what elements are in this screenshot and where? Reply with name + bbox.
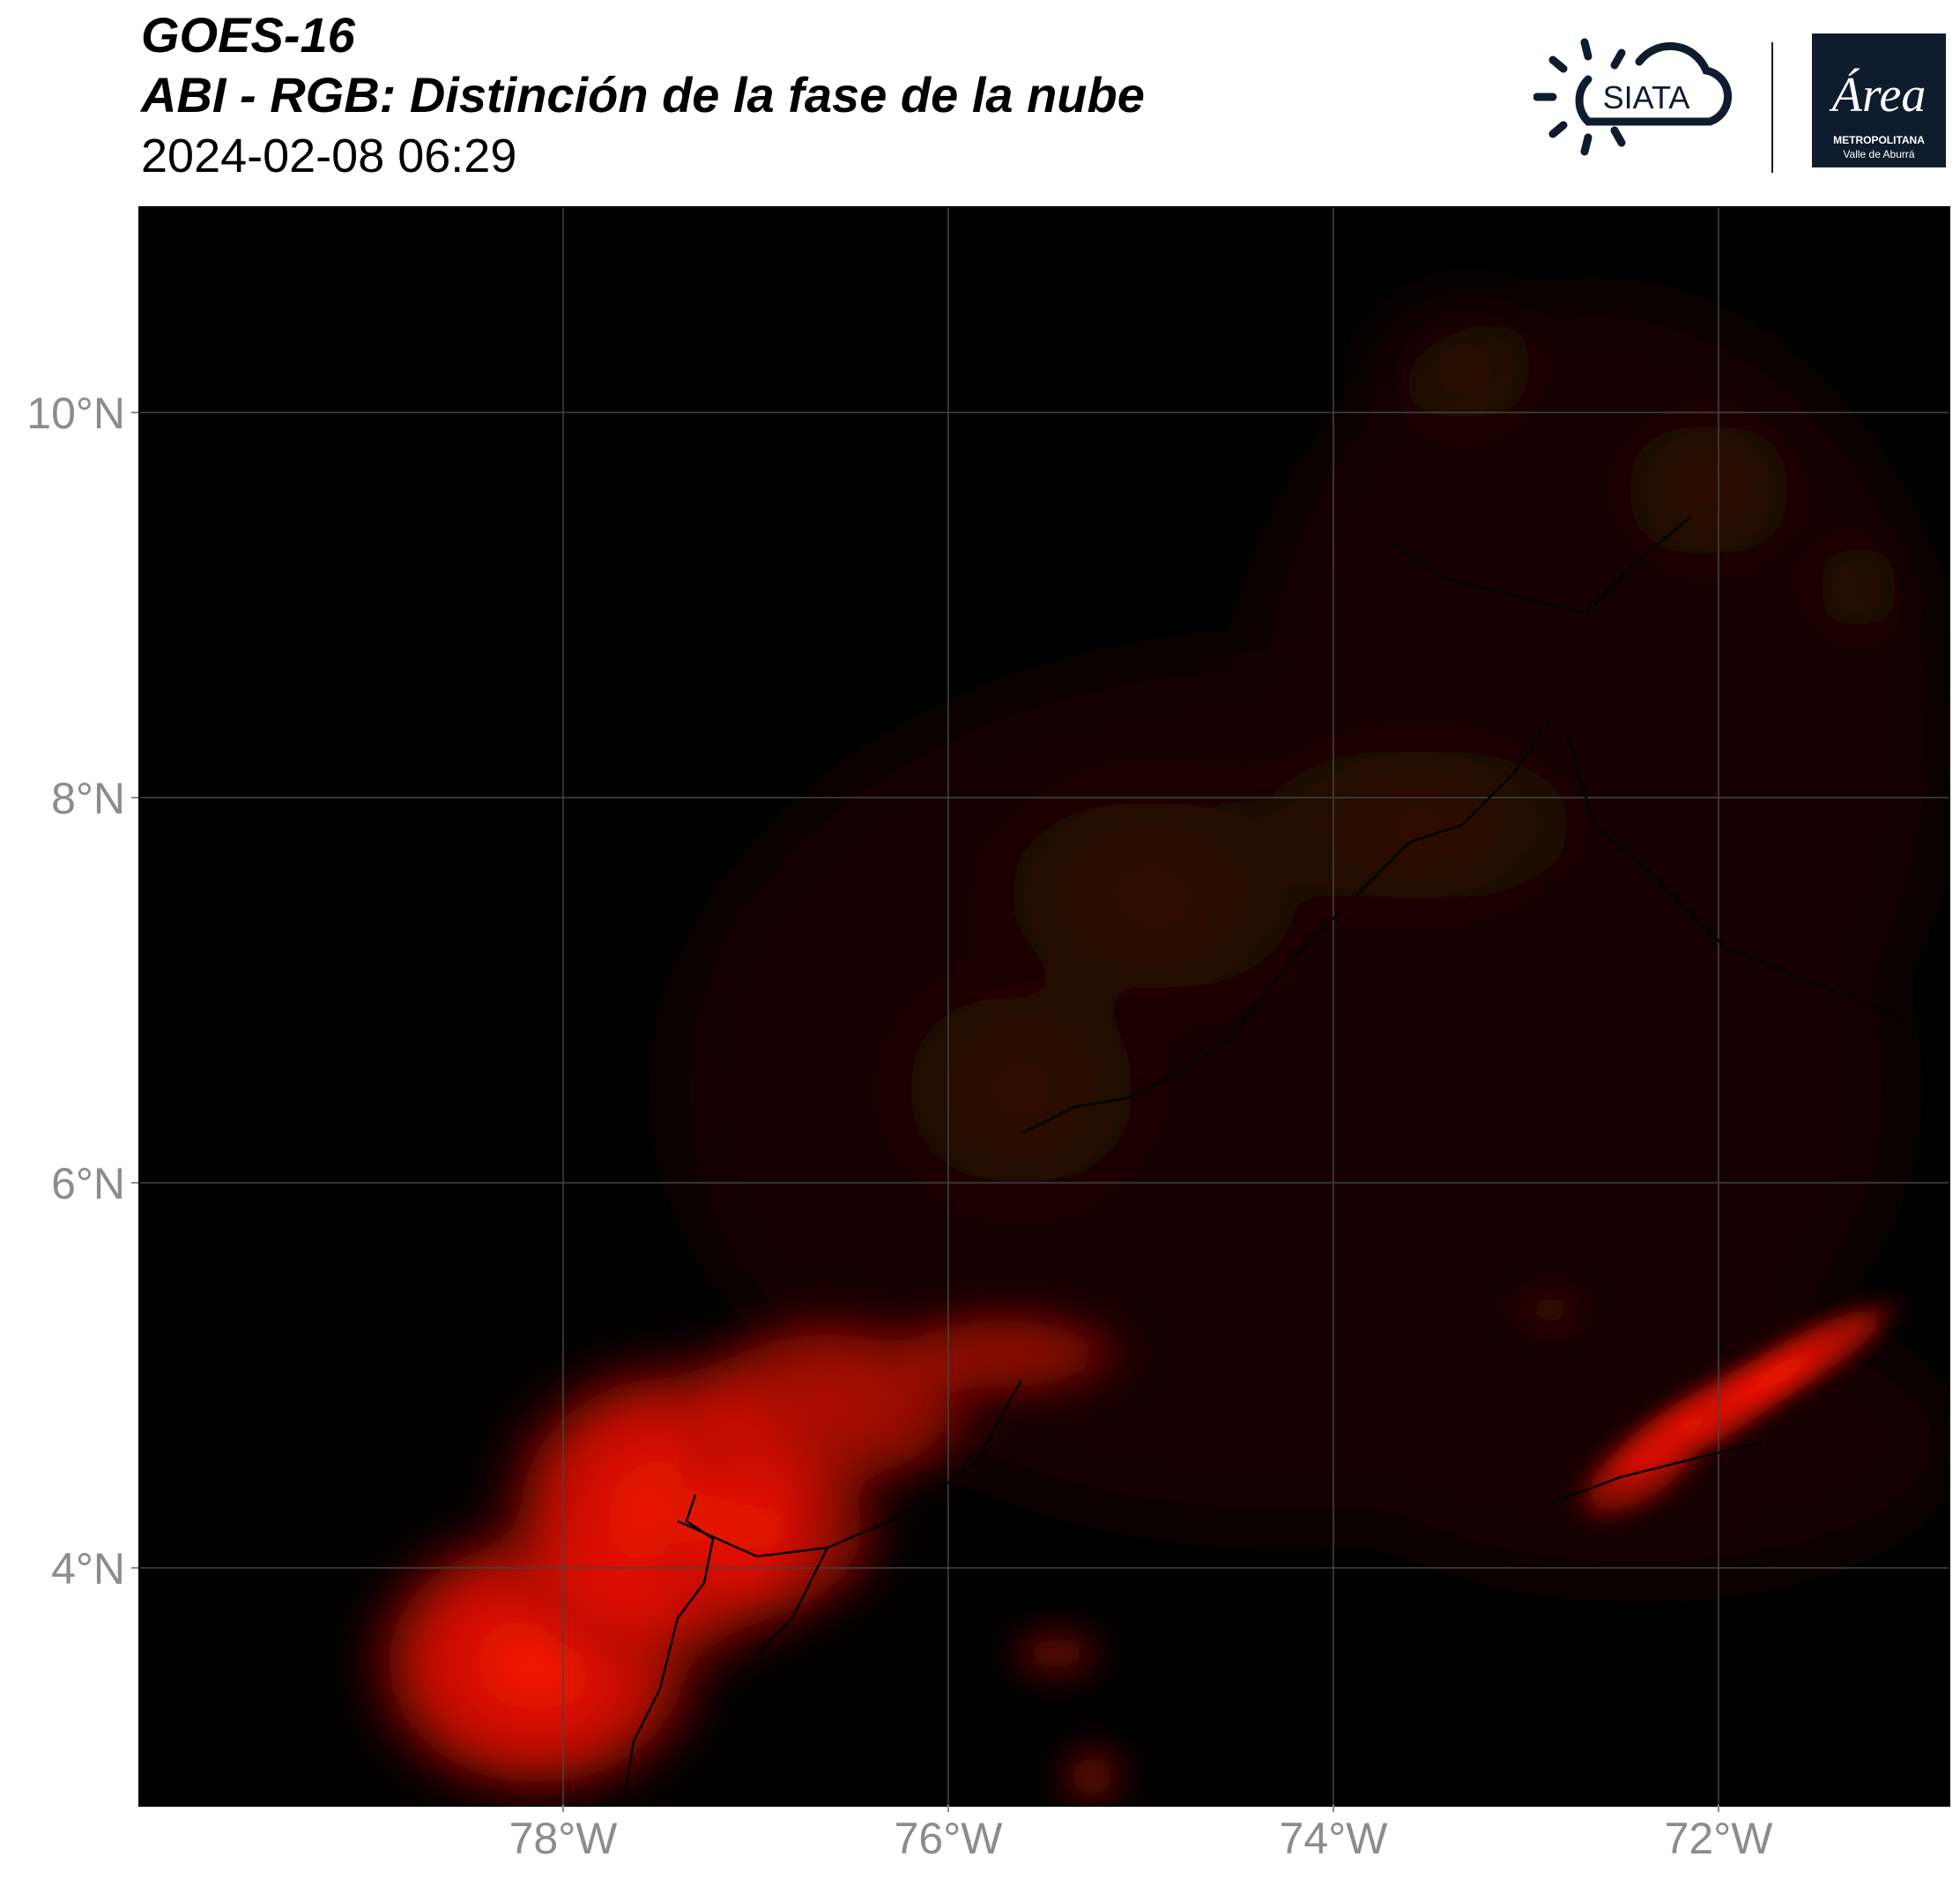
siata-logo: SIATA — [1533, 38, 1733, 156]
amva-line1: METROPOLITANA — [1833, 134, 1925, 146]
lat-tick-8n: 8°N — [51, 774, 125, 823]
lon-tick-mark — [562, 1805, 564, 1812]
gridlines — [140, 208, 1949, 1805]
lat-tick-mark — [131, 1182, 138, 1184]
lon-tick-74w: 74°W — [1279, 1814, 1388, 1863]
lat-tick-6n: 6°N — [51, 1159, 125, 1208]
lon-tick-mark — [947, 1805, 949, 1812]
lat-tick-mark — [131, 797, 138, 798]
lat-tick-mark — [131, 1567, 138, 1569]
product-title: ABI - RGB: Distinción de la fase de la n… — [141, 67, 1145, 123]
coastlines-and-borders — [623, 516, 1904, 1795]
lon-tick-78w: 78°W — [509, 1814, 618, 1863]
siata-logo-text: SIATA — [1603, 79, 1690, 115]
logos: SIATA Área METROPOLITANA Valle de Aburrá — [1533, 26, 1948, 176]
lat-tick-mark — [131, 412, 138, 413]
amva-script: Área — [1829, 68, 1927, 123]
lon-tick-72w: 72°W — [1664, 1814, 1773, 1863]
lat-tick-10n: 10°N — [26, 389, 125, 438]
rgb-composite — [140, 208, 1949, 1805]
lon-tick-mark — [1718, 1805, 1719, 1812]
logo-divider — [1771, 42, 1773, 173]
ice-cloud-plume-southwest — [343, 1301, 1145, 1805]
ice-cloud-plume-southeast — [1489, 1266, 1913, 1527]
lon-tick-76w: 76°W — [894, 1814, 1003, 1863]
amva-script-text: Área — [1829, 68, 1927, 123]
title-block: GOES-16 ABI - RGB: Distinción de la fase… — [141, 5, 1145, 187]
amva-line2: Valle de Aburrá — [1843, 148, 1915, 160]
lon-tick-mark — [1333, 1805, 1334, 1812]
satellite-map — [138, 206, 1950, 1807]
datetime-label: 2024-02-08 06:29 — [141, 130, 517, 182]
amva-logo: Área METROPOLITANA Valle de Aburrá — [1812, 33, 1946, 167]
satellite-title: GOES-16 — [141, 7, 355, 63]
lat-tick-4n: 4°N — [51, 1544, 125, 1593]
